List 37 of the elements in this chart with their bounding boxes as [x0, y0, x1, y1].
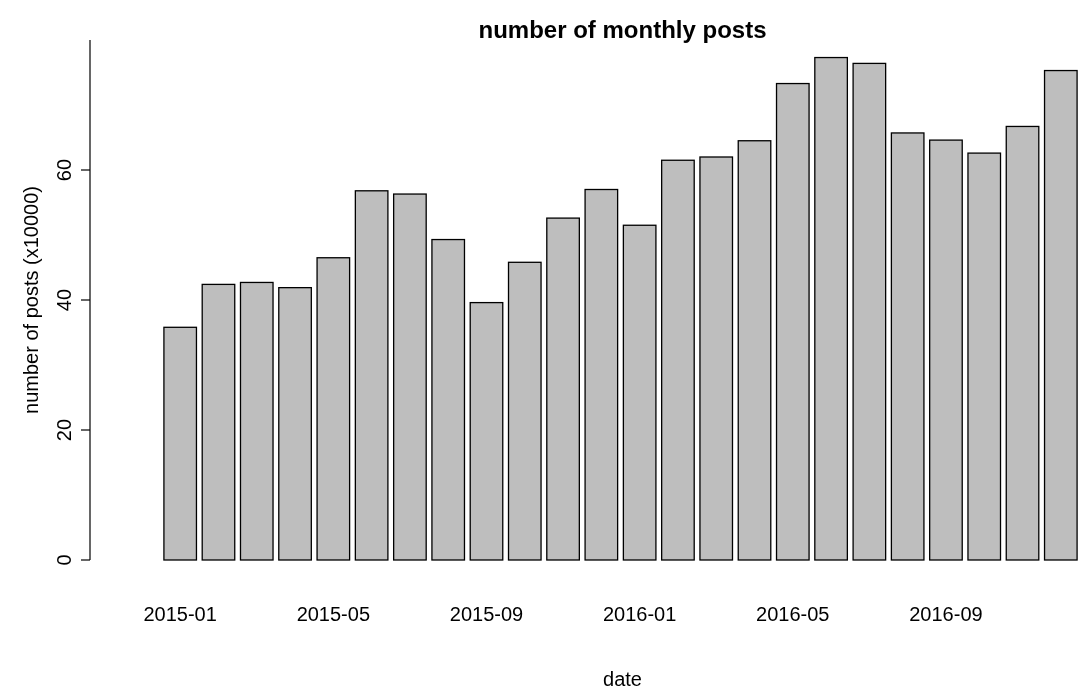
y-axis-title: number of posts (x10000)	[20, 186, 42, 414]
bar	[354, 190, 389, 561]
bar	[775, 82, 810, 561]
bar	[699, 156, 734, 561]
x-tick-label: 2015-01	[143, 603, 217, 625]
bar	[278, 287, 312, 561]
x-tick-label: 2015-09	[449, 603, 524, 625]
bar	[469, 301, 504, 561]
bar	[737, 140, 772, 561]
x-tick-label: 2015-05	[296, 603, 371, 625]
bar	[622, 224, 657, 561]
bar	[852, 62, 887, 561]
bar	[546, 217, 580, 561]
bar	[1043, 69, 1078, 561]
bar	[814, 56, 849, 561]
bar	[584, 188, 619, 561]
bar	[316, 257, 351, 561]
y-tick-label: 40	[53, 288, 75, 312]
bar	[1005, 125, 1040, 561]
bar	[239, 281, 274, 561]
x-tick-label: 2016-05	[756, 603, 830, 625]
bar	[431, 238, 466, 561]
x-tick-label: 2016-01	[602, 603, 677, 625]
bar	[507, 261, 542, 561]
bar	[392, 193, 427, 561]
x-axis-title: date	[603, 668, 642, 690]
bar	[890, 132, 925, 561]
x-tick-label: 2016-09	[909, 603, 983, 625]
y-tick-label: 60	[53, 158, 75, 182]
bar	[967, 152, 1002, 561]
chart-title: number of monthly posts	[478, 16, 767, 43]
bar	[929, 139, 963, 561]
bar	[163, 326, 198, 561]
bar	[201, 283, 236, 561]
y-tick-label: 20	[53, 418, 75, 442]
bar	[661, 159, 695, 561]
y-tick-label: 0	[53, 554, 75, 566]
